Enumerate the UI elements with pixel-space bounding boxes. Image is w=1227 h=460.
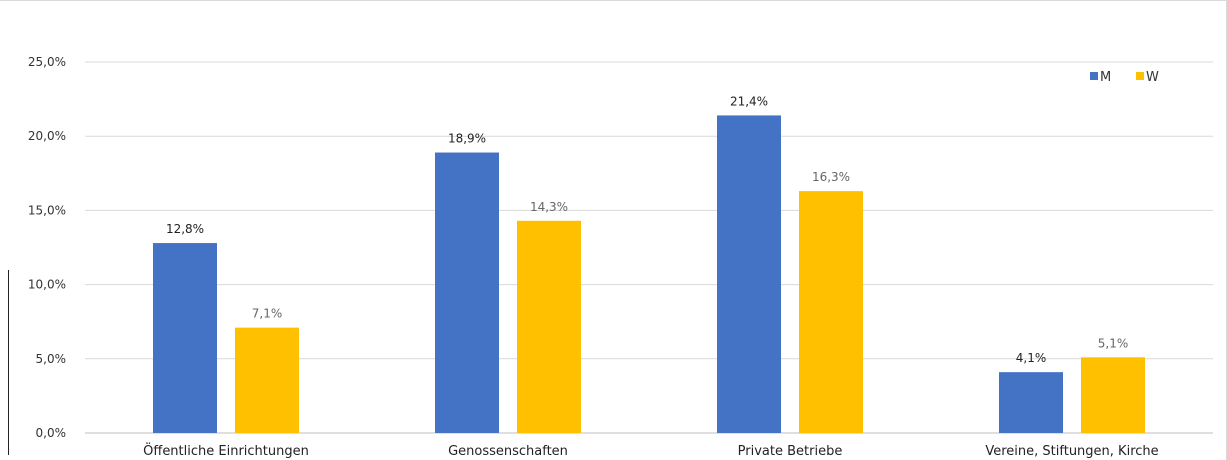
legend-label-w: W xyxy=(1146,70,1159,85)
category-label: Vereine, Stiftungen, Kirche xyxy=(985,444,1158,459)
bar-m xyxy=(435,152,499,434)
bar-w xyxy=(1081,357,1145,433)
data-label-m: 4,1% xyxy=(1016,351,1047,365)
data-label-w: 14,3% xyxy=(530,200,568,214)
y-tick-label: 25,0% xyxy=(28,55,66,69)
y-tick-label: 5,0% xyxy=(36,352,67,366)
data-label-w: 7,1% xyxy=(252,307,283,321)
data-labels: 12,8% 7,1% 18,9% 14,3% 21,4% 16,3% 4,1% 5,1% xyxy=(166,94,1128,365)
left-edge-line xyxy=(8,270,9,455)
y-axis-ticks: 0,0% 5,0% 10,0% 15,0% 20,0% 25,0% xyxy=(28,55,66,440)
y-tick-label: 20,0% xyxy=(28,129,66,143)
legend-swatch-w xyxy=(1136,72,1144,80)
bar-w xyxy=(517,220,581,433)
y-tick-label: 0,0% xyxy=(36,426,67,440)
data-label-w: 16,3% xyxy=(812,170,850,184)
category-label: Genossenschaften xyxy=(448,444,568,459)
data-label-m: 18,9% xyxy=(448,132,486,146)
category-label: Öffentliche Einrichtungen xyxy=(143,442,309,459)
data-label-m: 21,4% xyxy=(730,94,768,108)
bar-m xyxy=(717,115,781,433)
y-tick-label: 15,0% xyxy=(28,203,66,217)
data-label-m: 12,8% xyxy=(166,222,204,236)
legend-swatch-m xyxy=(1090,72,1098,80)
data-label-w: 5,1% xyxy=(1098,336,1129,350)
bars xyxy=(153,115,1145,434)
legend-label-m: M xyxy=(1100,70,1111,85)
bar-m xyxy=(999,372,1063,433)
bar-w xyxy=(799,191,863,433)
y-tick-label: 10,0% xyxy=(28,278,66,292)
category-label: Private Betriebe xyxy=(738,444,843,459)
bar-w xyxy=(235,327,299,433)
bar-m xyxy=(153,243,217,433)
x-axis-categories: Öffentliche Einrichtungen Genossenschafte… xyxy=(143,442,1159,459)
